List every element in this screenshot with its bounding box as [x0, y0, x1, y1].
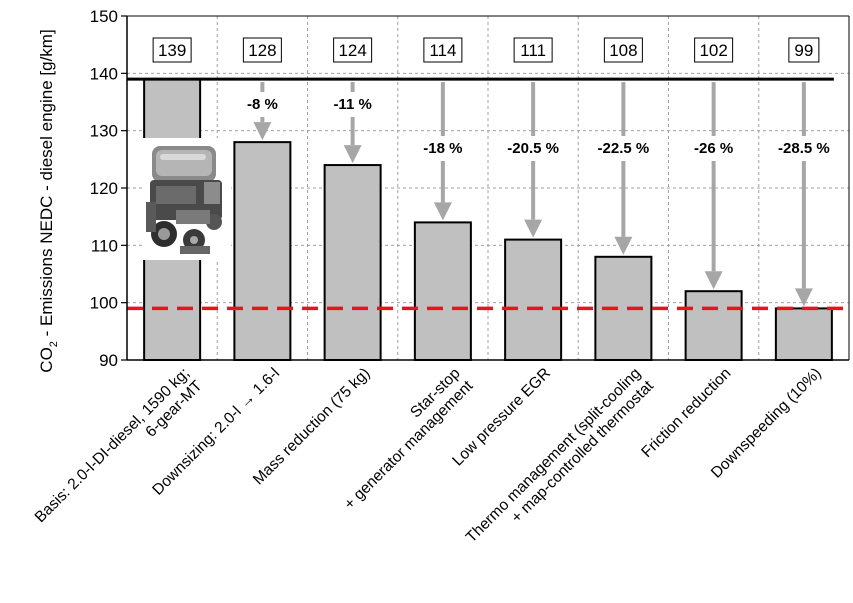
- bar: [684, 290, 743, 362]
- value-box: [513, 37, 553, 63]
- y-axis: 90 100 110 120 130 140 150: [90, 7, 850, 370]
- value-label: 128: [248, 41, 276, 60]
- bar: [504, 238, 563, 362]
- bars: [143, 78, 833, 362]
- y-tick-label: 100: [90, 294, 118, 313]
- value-box: [152, 37, 192, 63]
- reduction-label: -11 %: [333, 96, 371, 113]
- value-label: 99: [794, 41, 813, 60]
- reduction-label: -20.5 %: [507, 140, 559, 157]
- x-category-label: Friction reduction: [638, 365, 734, 461]
- value-label-boxes: 139 128 124 114 111 108 102 99: [152, 37, 820, 63]
- x-category-label: Basis: 2.0-l-DI-diesel, 1590 kg;6-gear-M…: [32, 364, 206, 538]
- arrow-head: [433, 202, 452, 221]
- value-label: 108: [609, 41, 637, 60]
- value-box: [333, 37, 373, 63]
- baseline-group: [127, 77, 849, 311]
- value-label: 139: [158, 41, 186, 60]
- reduction-label: -22.5 %: [598, 140, 650, 157]
- value-box: [423, 37, 463, 63]
- y-tick-label: 150: [90, 7, 118, 26]
- reduction-label: -26 %: [694, 140, 733, 157]
- y-tick-label: 140: [90, 64, 118, 83]
- x-category-label: Thermo management (split-cooling+ map-co…: [463, 364, 658, 559]
- y-axis-label: CO2 - Emissions NEDC - diesel engine [g/…: [37, 29, 60, 372]
- value-box: [603, 37, 643, 63]
- bar: [323, 164, 382, 361]
- value-label: 111: [520, 41, 546, 60]
- reduction-label: -8 %: [247, 96, 278, 113]
- arrow-head: [614, 236, 633, 255]
- arrow-head: [253, 122, 272, 141]
- reduction-arrows: [253, 82, 813, 307]
- value-box: [242, 37, 282, 63]
- reduction-label: -18 %: [423, 140, 462, 157]
- x-axis: Basis: 2.0-l-DI-diesel, 1590 kg;6-gear-M…: [32, 359, 849, 559]
- value-box: [694, 37, 734, 63]
- y-tick-label: 130: [90, 122, 118, 141]
- y-tick-label: 90: [99, 351, 118, 370]
- bar: [233, 141, 292, 361]
- y-tick-label: 110: [91, 236, 118, 255]
- value-box: [788, 37, 820, 63]
- value-label: 102: [699, 41, 727, 60]
- arrow-head: [343, 145, 362, 164]
- arrow-head: [794, 288, 813, 307]
- reduction-labels: -8 % -11 % -18 % -20.5 % -22.5 % -26 % -28.5 %: [247, 96, 830, 157]
- bar: [413, 221, 472, 361]
- value-label: 124: [338, 41, 366, 60]
- value-label: 114: [429, 41, 456, 60]
- engine-image: [143, 138, 231, 260]
- arrow-head: [524, 219, 543, 238]
- arrow-head: [704, 271, 723, 290]
- reduction-label: -28.5 %: [778, 140, 830, 157]
- bar: [774, 307, 833, 361]
- y-tick-label: 120: [90, 179, 118, 198]
